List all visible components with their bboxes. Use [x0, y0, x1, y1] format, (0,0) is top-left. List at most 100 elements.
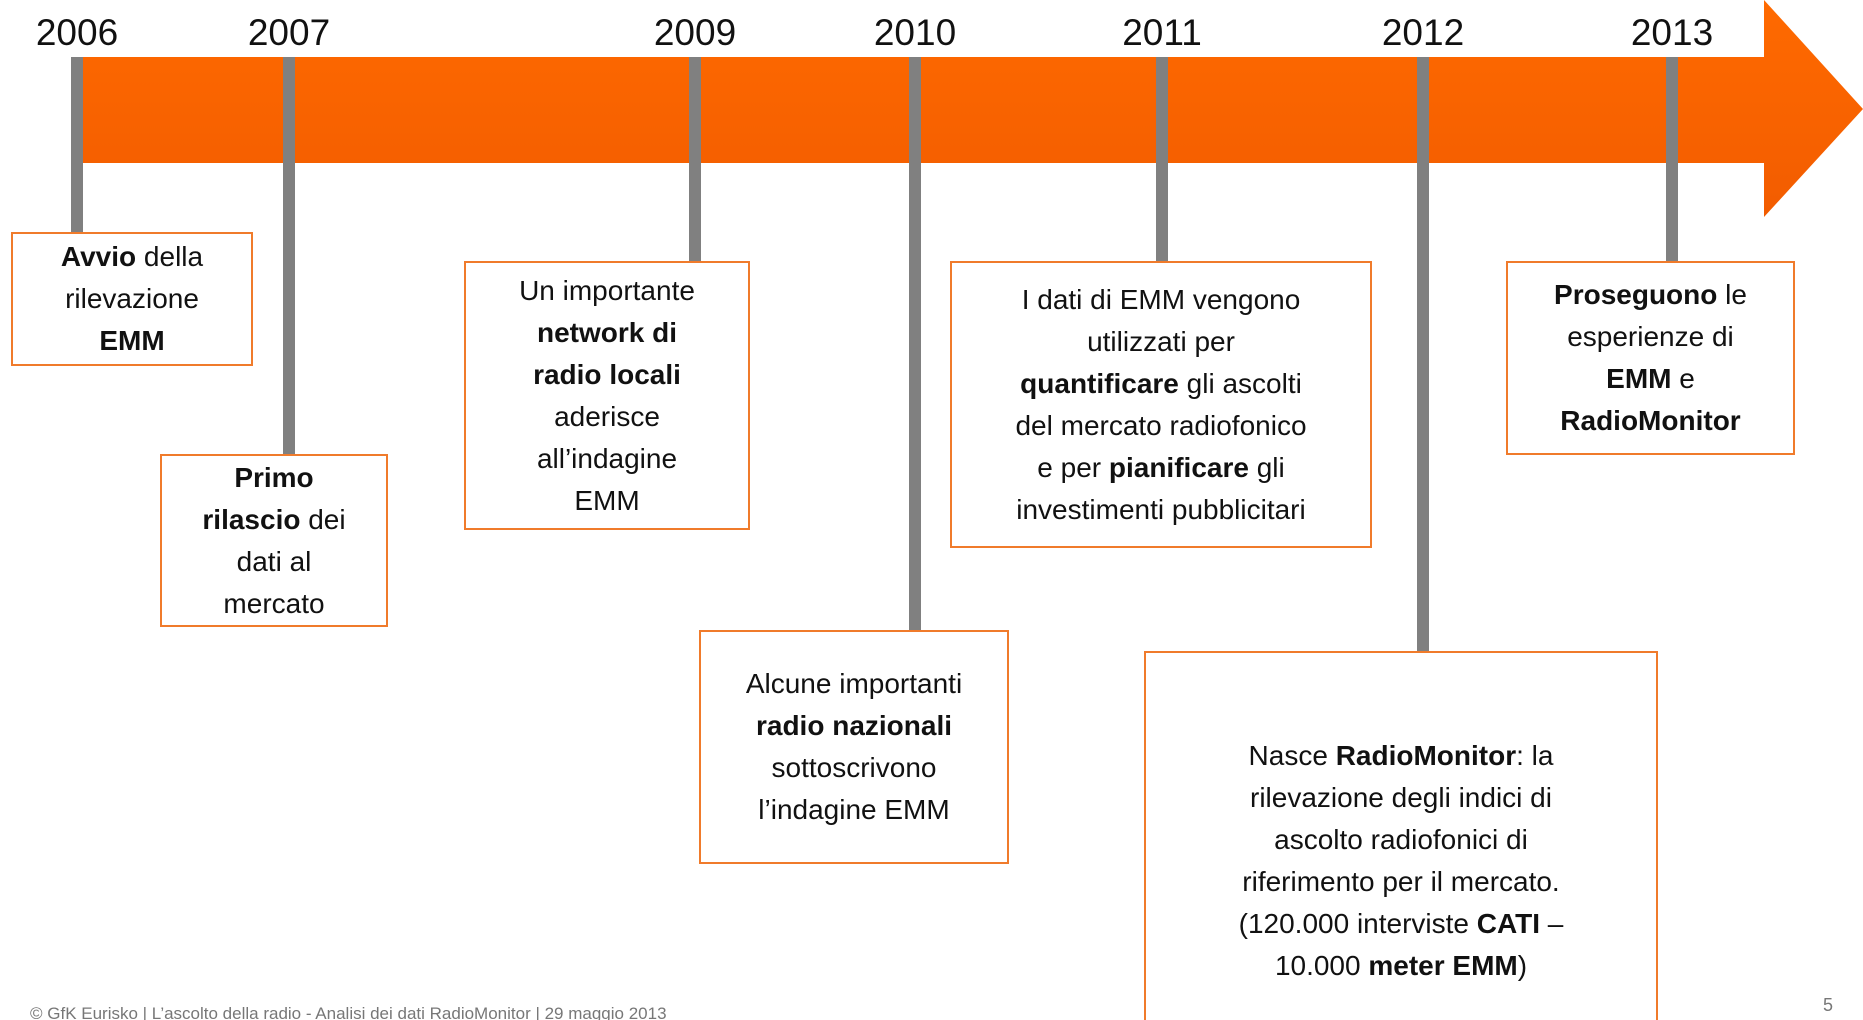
text: (120.000 interviste	[1238, 908, 1477, 939]
event-box: Alcune importanti radio nazionali sottoscr…	[699, 630, 1009, 864]
text: all’indagine	[536, 442, 678, 474]
bold-text: Avvio	[60, 241, 137, 272]
year-label: 2012	[1381, 12, 1465, 53]
text: I dati di EMM vengono	[1021, 283, 1301, 315]
text: ascolto radiofonici di	[1274, 824, 1528, 855]
event-line: EMM	[99, 320, 164, 362]
text: le	[1717, 279, 1747, 310]
bold-text: RadioMonitor	[1560, 405, 1741, 436]
event-line: Alcune importanti	[746, 663, 962, 705]
timeline-arrow	[75, 0, 1863, 217]
event-line: dati al	[237, 541, 312, 583]
bold-text: Proseguono	[1554, 279, 1718, 310]
timeline-stem	[71, 57, 83, 232]
event-line: sottoscrivono	[772, 747, 937, 789]
event-line: mercato	[223, 583, 324, 625]
text: e	[1671, 363, 1695, 394]
event-line: e per pianificare gli	[1037, 447, 1284, 489]
event-line: I dati di EMM vengono	[1022, 279, 1301, 321]
event-line: rilascio dei	[202, 499, 345, 541]
page-number: 5	[1822, 995, 1833, 1015]
text: : la	[1516, 740, 1554, 771]
text: sottoscrivono	[771, 752, 937, 783]
text: rilevazione	[65, 283, 199, 314]
bold-text: meter EMM	[1368, 950, 1518, 981]
text: esperienze di	[1567, 321, 1734, 352]
timeline-stem	[909, 57, 921, 630]
event-line: aderisce	[554, 396, 660, 438]
text: investimenti pubblicitari	[1016, 493, 1306, 525]
event-line: RadioMonitor	[1560, 400, 1740, 442]
text: del mercato radiofonico	[1015, 409, 1307, 441]
event-box: Primo rilascio dei dati al mercato	[160, 454, 388, 627]
text: aderisce	[554, 400, 660, 432]
text: gli	[1248, 451, 1285, 483]
event-line: (120.000 interviste CATI –	[1239, 903, 1564, 945]
text: 10.000	[1274, 950, 1369, 981]
text: –	[1540, 908, 1564, 939]
event-line: quantificare gli ascolti	[1020, 363, 1302, 405]
text: Nasce	[1248, 740, 1336, 771]
text: utilizzati per	[1087, 325, 1235, 357]
event-line: ascolto radiofonici di	[1274, 819, 1528, 861]
bold-text: radio nazionali	[755, 710, 953, 741]
timeline-stem	[689, 57, 701, 261]
bold-text: EMM	[1606, 363, 1672, 394]
year-label: 2007	[247, 12, 331, 53]
bold-text: RadioMonitor	[1335, 740, 1517, 771]
event-box: Un importante network di radio locali aderi…	[464, 261, 750, 530]
bold-text: quantificare	[1020, 367, 1179, 399]
event-line: Nasce RadioMonitor: la	[1249, 735, 1554, 777]
event-box: Nasce RadioMonitor: la rilevazione degli …	[1144, 651, 1658, 1020]
event-line: EMM	[574, 480, 639, 522]
event-line: del mercato radiofonico	[1015, 405, 1306, 447]
text: Alcune importanti	[745, 668, 963, 699]
event-box: Proseguono le esperienze di EMM e RadioMoni…	[1506, 261, 1795, 455]
bold-text: pianificare	[1108, 451, 1249, 483]
bold-text: network di	[536, 316, 677, 348]
event-line: utilizzati per	[1087, 321, 1235, 363]
bold-text: Primo	[234, 461, 314, 493]
event-line: riferimento per il mercato.	[1242, 861, 1559, 903]
event-line: 10.000 meter EMM)	[1275, 945, 1527, 987]
event-line: radio nazionali	[756, 705, 952, 747]
bold-text: EMM	[99, 325, 165, 356]
text: Un importante	[519, 274, 695, 306]
bold-text: radio locali	[533, 358, 681, 390]
text: e per	[1037, 451, 1109, 483]
year-label: 2011	[1122, 12, 1202, 53]
year-label: 2013	[1630, 12, 1714, 53]
event-line: Proseguono le	[1554, 274, 1747, 316]
event-line: esperienze di	[1567, 316, 1734, 358]
event-box: Avvio della rilevazione EMM	[11, 232, 253, 366]
footer: © GfK Eurisko | L’ascolto della radio - …	[30, 1004, 667, 1020]
event-line: rilevazione degli indici di	[1250, 777, 1552, 819]
text: )	[1517, 950, 1528, 981]
year-label: 2009	[653, 12, 737, 53]
timeline-stem	[1666, 57, 1678, 261]
event-line: Primo	[234, 457, 313, 499]
event-line: all’indagine	[537, 438, 677, 480]
text: dati al	[236, 545, 312, 577]
event-line: Un importante	[519, 270, 695, 312]
event-line: radio locali	[533, 354, 681, 396]
text: mercato	[223, 587, 325, 619]
text: gli ascolti	[1178, 367, 1302, 399]
text: della	[136, 241, 204, 272]
bold-text: CATI	[1476, 908, 1541, 939]
text: rilevazione degli indici di	[1250, 782, 1552, 813]
event-line: EMM e	[1606, 358, 1695, 400]
text: EMM	[574, 484, 640, 516]
event-line: l’indagine EMM	[758, 789, 949, 831]
event-box: I dati di EMM vengono utilizzati per quant…	[950, 261, 1372, 548]
bold-text: rilascio	[202, 503, 301, 535]
event-line: Avvio della	[61, 236, 203, 278]
text: riferimento per il mercato.	[1242, 866, 1560, 897]
timeline-stem	[283, 57, 295, 454]
text: dei	[300, 503, 346, 535]
year-label: 2006	[35, 12, 119, 53]
timeline-stem	[1417, 57, 1429, 651]
timeline-stem	[1156, 57, 1168, 261]
